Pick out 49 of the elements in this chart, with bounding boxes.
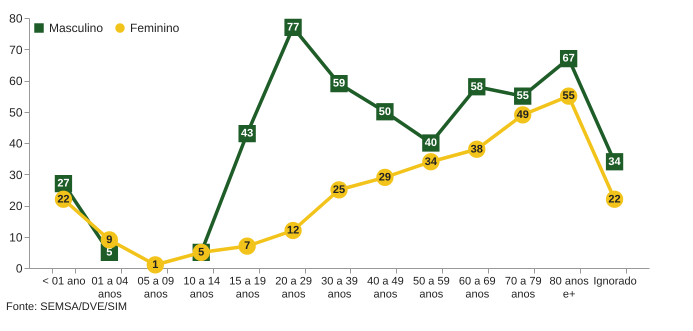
data-label: 43 bbox=[241, 128, 254, 140]
x-tick-label: 60 a 69 anos bbox=[458, 276, 496, 300]
data-label: 55 bbox=[562, 90, 575, 102]
x-tick-label: 50 a 59 anos bbox=[413, 276, 450, 300]
y-tick-label: 10 bbox=[9, 230, 23, 244]
y-tick-label: 30 bbox=[9, 168, 23, 182]
x-tick-label: 80 anos e+ bbox=[550, 276, 590, 300]
data-label: 40 bbox=[424, 137, 437, 149]
y-tick-label: 0 bbox=[16, 262, 23, 276]
y-tick-label: 50 bbox=[9, 105, 23, 120]
data-label: 49 bbox=[516, 108, 529, 121]
x-tick-label: 01 a 04 anos bbox=[92, 276, 128, 300]
data-label: 22 bbox=[57, 193, 70, 206]
data-label: 55 bbox=[516, 90, 529, 102]
y-tick-label: 20 bbox=[9, 199, 23, 213]
x-tick-label: 15 a 19 anos bbox=[229, 276, 266, 300]
data-label: 22 bbox=[608, 193, 621, 206]
x-tick-label: 70 a 79 anos bbox=[504, 276, 542, 300]
data-label: 1 bbox=[152, 258, 158, 271]
data-label: 12 bbox=[286, 224, 300, 236]
data-label: 38 bbox=[470, 143, 483, 156]
x-tick-label: 10 a 14 anos bbox=[183, 276, 220, 300]
data-label: 29 bbox=[378, 171, 392, 184]
data-label: 5 bbox=[198, 246, 204, 258]
legend-label: Feminino bbox=[130, 21, 180, 35]
data-label: 59 bbox=[332, 78, 346, 90]
x-tick-label: Ignorado bbox=[593, 276, 637, 288]
data-label: 50 bbox=[378, 106, 392, 118]
data-label: 77 bbox=[286, 21, 300, 34]
data-label: 7 bbox=[244, 240, 250, 252]
data-label: 9 bbox=[106, 234, 112, 246]
x-tick-label: < 01 ano bbox=[42, 276, 86, 288]
y-tick-label: 60 bbox=[9, 74, 23, 88]
x-tick-label: 20 a 29 anos bbox=[275, 276, 312, 300]
source-note: Fonte: SEMSA/DVE/SIM bbox=[6, 301, 128, 313]
data-label: 5 bbox=[106, 246, 112, 258]
x-tick-label: 40 a 49 anos bbox=[367, 276, 404, 300]
legend-label: Masculino bbox=[49, 21, 104, 35]
x-tick-label: 30 a 39 anos bbox=[321, 276, 358, 300]
x-tick-label: 05 a 09 anos bbox=[137, 276, 174, 300]
data-label: 58 bbox=[470, 80, 483, 93]
y-tick-label: 80 bbox=[9, 12, 23, 26]
y-tick-label: 40 bbox=[9, 136, 23, 150]
data-label: 34 bbox=[608, 156, 622, 168]
data-label: 67 bbox=[562, 52, 575, 65]
data-label: 25 bbox=[332, 184, 346, 196]
y-tick-label: 70 bbox=[9, 42, 23, 57]
data-label: 34 bbox=[424, 156, 438, 168]
data-label: 27 bbox=[57, 178, 70, 190]
